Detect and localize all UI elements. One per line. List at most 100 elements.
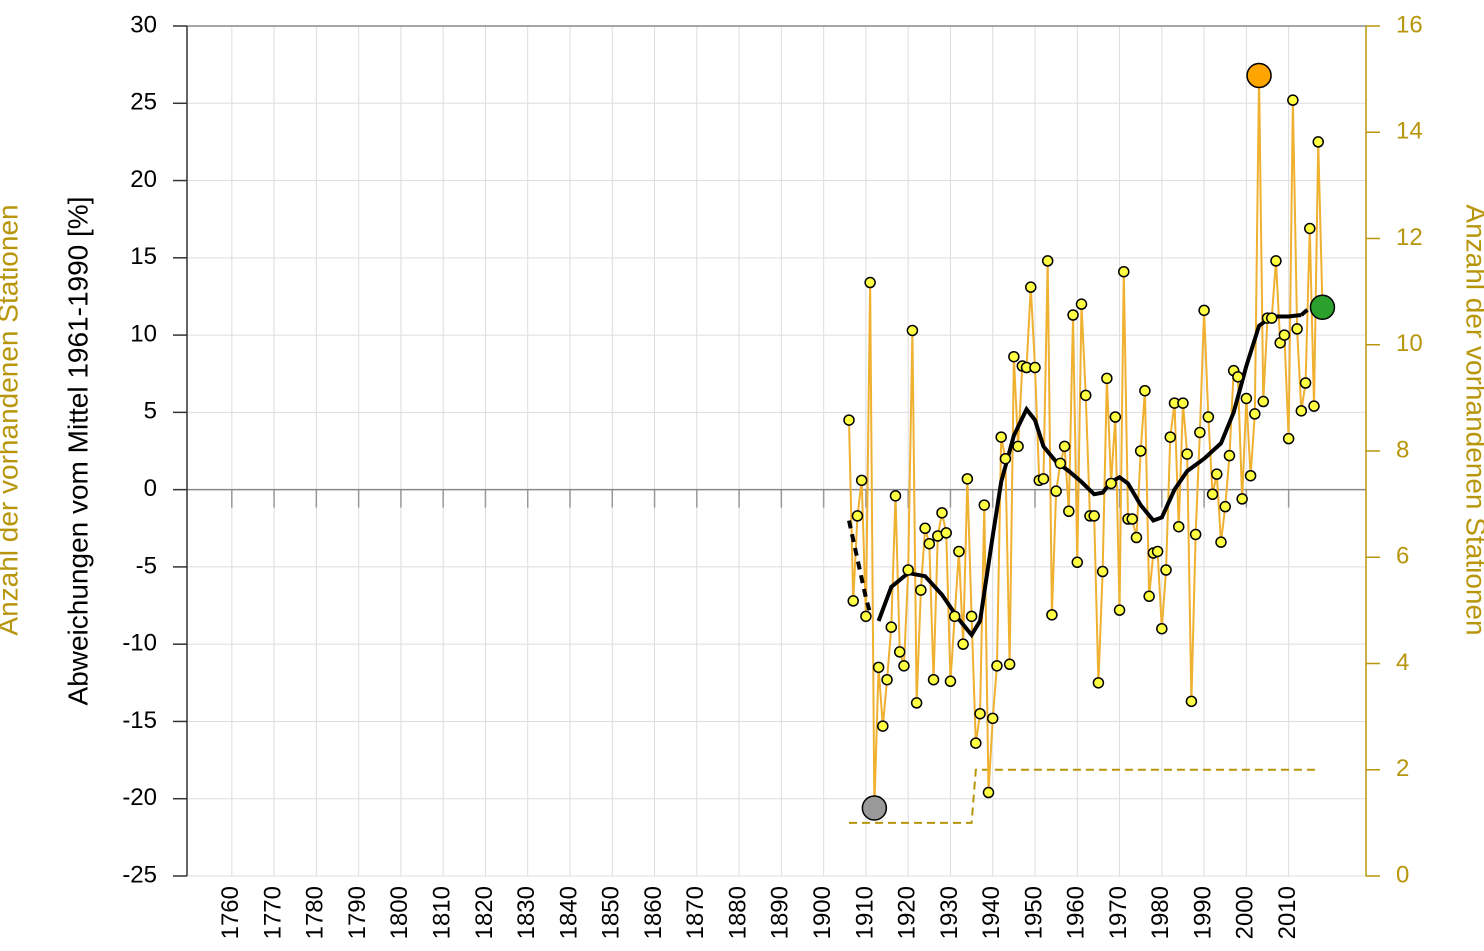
x-tick-label: 1980 <box>1147 886 1174 939</box>
data-point <box>860 610 872 623</box>
data-point <box>1012 440 1024 453</box>
data-point <box>923 537 936 550</box>
data-point <box>965 610 978 623</box>
data-point <box>1291 323 1303 335</box>
x-tick-label: 1970 <box>1105 886 1132 939</box>
data-point <box>982 786 995 799</box>
y-tick-label: -15 <box>122 707 157 734</box>
y-tick-label: 25 <box>130 89 157 116</box>
data-point <box>1202 411 1215 423</box>
x-tick-label: 1820 <box>471 886 498 939</box>
data-point <box>906 324 919 337</box>
y2-tick-label: 16 <box>1396 11 1423 38</box>
y-tick-label: -5 <box>136 552 157 579</box>
data-point <box>1054 457 1067 470</box>
data-point <box>843 414 855 426</box>
data-point <box>889 490 902 502</box>
data-point <box>1151 545 1164 558</box>
data-point <box>1109 411 1122 423</box>
data-point <box>1092 677 1105 689</box>
min-point <box>861 795 888 821</box>
y2-tick-label: 8 <box>1396 436 1409 463</box>
x-tick-label: 1990 <box>1189 886 1216 939</box>
data-point <box>948 610 961 623</box>
data-point <box>1160 564 1172 576</box>
y2-axis-label-left: Anzahl der vorhandenen Stationen <box>0 204 23 635</box>
y-tick-label: 20 <box>130 166 157 193</box>
y-tick-label: 5 <box>144 398 157 425</box>
data-point <box>1113 604 1126 616</box>
y-tick-label: -10 <box>122 630 157 657</box>
y2-tick-label: 10 <box>1396 330 1423 357</box>
x-tick-label: 1870 <box>682 886 709 939</box>
data-point <box>1177 397 1189 409</box>
x-tick-label: 1900 <box>809 886 836 939</box>
x-tick-label: 2010 <box>1274 886 1301 939</box>
data-point <box>1299 377 1312 389</box>
y2-tick-label: 4 <box>1396 649 1409 676</box>
data-point <box>1008 350 1020 363</box>
data-point <box>1156 622 1168 635</box>
y2-tick-label: 12 <box>1396 224 1423 251</box>
data-point <box>1164 431 1177 443</box>
data-point <box>1304 222 1316 235</box>
data-point <box>974 707 986 720</box>
y2-tick-label: 0 <box>1396 861 1409 888</box>
x-tick-label: 1880 <box>724 886 751 939</box>
data-point <box>999 452 1012 465</box>
data-point <box>1312 136 1324 148</box>
data-point <box>1029 361 1041 374</box>
data-point <box>1265 312 1278 324</box>
data-point <box>1050 485 1062 497</box>
x-tick-label: 1890 <box>767 886 794 939</box>
data-point <box>1088 510 1100 522</box>
data-point <box>944 675 957 688</box>
last-point <box>1309 294 1336 321</box>
data-point <box>927 673 940 686</box>
y-axis-label: Abweichungen vom Mittel 1961-1990 [%] <box>62 197 93 706</box>
data-point <box>1219 500 1231 513</box>
data-point <box>1058 440 1071 453</box>
y-tick-label: 10 <box>130 320 157 347</box>
x-tick-label: 1780 <box>302 886 329 939</box>
data-point <box>881 673 893 686</box>
trend-line <box>876 313 1302 639</box>
data-point <box>1287 94 1299 106</box>
data-point <box>957 638 969 650</box>
data-point <box>1215 536 1227 548</box>
data-point <box>1206 488 1219 501</box>
x-tick-label: 1800 <box>386 886 413 939</box>
x-tick-label: 1940 <box>978 886 1005 939</box>
data-point <box>1075 298 1088 310</box>
data-point <box>1126 513 1138 525</box>
x-tick-label: 1790 <box>344 886 371 939</box>
data-point <box>1244 469 1257 482</box>
data-point <box>1181 448 1193 460</box>
data-point <box>961 473 974 485</box>
data-point <box>1189 528 1202 541</box>
data-point <box>1172 520 1185 533</box>
data-line <box>847 75 1324 809</box>
data-point <box>1278 329 1291 341</box>
y2-tick-label: 2 <box>1396 755 1409 782</box>
x-tick-label: 1960 <box>1063 886 1090 939</box>
data-point <box>1105 477 1117 490</box>
x-tick-label: 1810 <box>429 886 456 939</box>
data-point <box>1282 432 1295 445</box>
y2-tick-label: 14 <box>1396 118 1423 145</box>
y-tick-label: 0 <box>144 475 157 502</box>
data-point <box>1071 556 1084 569</box>
y-tick-label: 30 <box>130 11 157 38</box>
data-point <box>1143 590 1155 603</box>
data-point <box>910 697 923 709</box>
data-point <box>1025 281 1037 293</box>
x-tick-label: 1850 <box>598 886 625 939</box>
data-point <box>940 527 952 539</box>
data-point <box>1037 473 1050 485</box>
data-point <box>847 595 859 607</box>
y2-tick-label: 6 <box>1396 543 1409 570</box>
x-tick-label: 1860 <box>640 886 667 939</box>
data-point <box>978 499 991 511</box>
y-tick-label: 15 <box>130 243 157 270</box>
